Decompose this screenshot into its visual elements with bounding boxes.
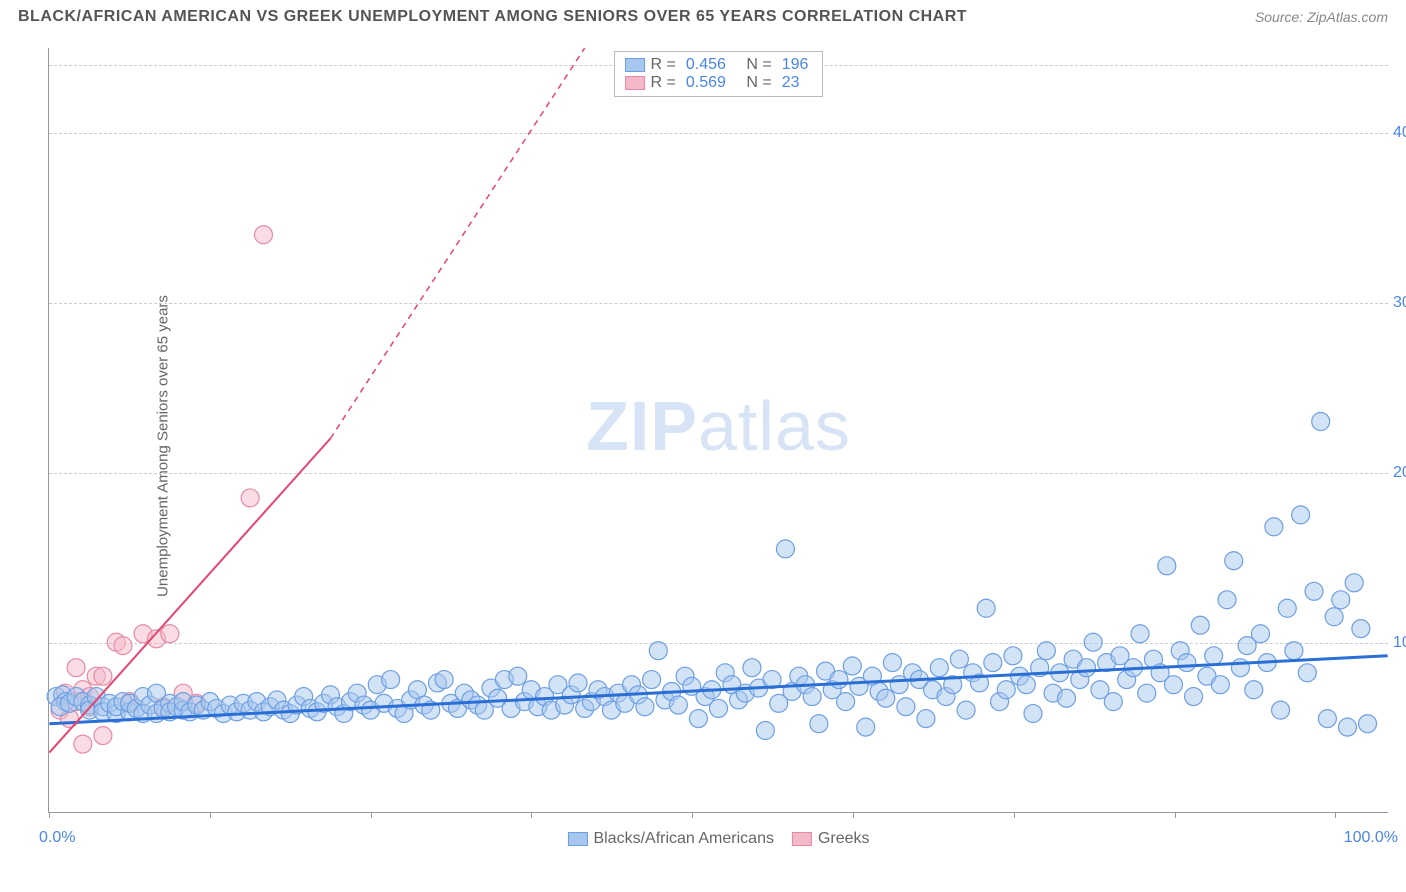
scatter-point — [997, 681, 1015, 699]
scatter-point — [984, 654, 1002, 672]
scatter-point — [1305, 582, 1323, 600]
scatter-point — [643, 671, 661, 689]
chart-title: BLACK/AFRICAN AMERICAN VS GREEK UNEMPLOY… — [18, 8, 967, 26]
scatter-point — [569, 674, 587, 692]
swatch-series1 — [625, 58, 645, 72]
scatter-point — [837, 693, 855, 711]
legend-row-series1: R = 0.456 N = 196 — [625, 56, 813, 74]
scatter-point — [1245, 681, 1263, 699]
scatter-point — [1017, 676, 1035, 694]
scatter-point — [1084, 633, 1102, 651]
scatter-point — [94, 727, 112, 745]
scatter-point — [1225, 552, 1243, 570]
y-tick-label: 40.0% — [1393, 124, 1406, 142]
scatter-point — [1285, 642, 1303, 660]
source-attribution: Source: ZipAtlas.com — [1255, 9, 1388, 25]
scatter-point — [1325, 608, 1343, 626]
scatter-point — [743, 659, 761, 677]
scatter-point — [114, 637, 132, 655]
scatter-point — [1298, 664, 1316, 682]
scatter-point — [917, 710, 935, 728]
scatter-point — [1104, 693, 1122, 711]
swatch-series2-bottom — [792, 832, 812, 846]
scatter-point — [1004, 647, 1022, 665]
swatch-series2 — [625, 76, 645, 90]
scatter-point — [877, 689, 895, 707]
scatter-plot-area: ZIPatlas 10.0%20.0%30.0%40.0% R = 0.456 … — [48, 48, 1388, 813]
scatter-point — [1037, 642, 1055, 660]
scatter-point — [1158, 557, 1176, 575]
scatter-point — [977, 599, 995, 617]
scatter-point — [435, 671, 453, 689]
scatter-point — [1178, 654, 1196, 672]
scatter-point — [1078, 659, 1096, 677]
scatter-point — [930, 659, 948, 677]
scatter-point — [669, 696, 687, 714]
scatter-point — [957, 701, 975, 719]
scatter-point — [883, 654, 901, 672]
scatter-point — [1252, 625, 1270, 643]
y-tick-label: 20.0% — [1393, 464, 1406, 482]
scatter-point — [509, 667, 527, 685]
x-axis-min-label: 0.0% — [39, 829, 75, 847]
series-legend: Blacks/African Americans Greeks — [567, 830, 869, 848]
scatter-point — [776, 540, 794, 558]
scatter-point — [1332, 591, 1350, 609]
scatter-point — [689, 710, 707, 728]
scatter-point — [1191, 616, 1209, 634]
y-tick-label: 30.0% — [1393, 294, 1406, 312]
scatter-point — [1205, 647, 1223, 665]
scatter-point — [1272, 701, 1290, 719]
scatter-point — [803, 688, 821, 706]
scatter-point — [810, 715, 828, 733]
scatter-point — [756, 722, 774, 740]
scatter-point — [1338, 718, 1356, 736]
scatter-point — [1359, 715, 1377, 733]
scatter-point — [1138, 684, 1156, 702]
scatter-point — [830, 671, 848, 689]
scatter-point — [843, 657, 861, 675]
scatter-point — [1265, 518, 1283, 536]
swatch-series1-bottom — [567, 832, 587, 846]
scatter-point — [67, 659, 85, 677]
scatter-point — [950, 650, 968, 668]
y-tick-label: 10.0% — [1393, 634, 1406, 652]
scatter-point — [1024, 705, 1042, 723]
scatter-point — [241, 489, 259, 507]
scatter-point — [1131, 625, 1149, 643]
scatter-point — [1185, 688, 1203, 706]
x-axis-max-label: 100.0% — [1344, 829, 1398, 847]
scatter-point — [1278, 599, 1296, 617]
scatter-point — [1292, 506, 1310, 524]
scatter-point — [94, 667, 112, 685]
scatter-point — [1345, 574, 1363, 592]
chart-svg — [49, 48, 1388, 812]
scatter-point — [857, 718, 875, 736]
scatter-point — [1211, 676, 1229, 694]
scatter-point — [1352, 620, 1370, 638]
correlation-legend: R = 0.456 N = 196 R = 0.569 N = 23 — [614, 51, 824, 97]
legend-item-series2: Greeks — [792, 830, 870, 848]
scatter-point — [710, 699, 728, 717]
scatter-point — [1318, 710, 1336, 728]
scatter-point — [1231, 659, 1249, 677]
scatter-point — [74, 735, 92, 753]
scatter-point — [897, 698, 915, 716]
trendline-series2-dashed — [330, 48, 584, 438]
scatter-point — [649, 642, 667, 660]
scatter-point — [636, 698, 654, 716]
scatter-point — [382, 671, 400, 689]
scatter-point — [1312, 413, 1330, 431]
scatter-point — [255, 226, 273, 244]
scatter-point — [161, 625, 179, 643]
legend-row-series2: R = 0.569 N = 23 — [625, 74, 813, 92]
scatter-point — [1165, 676, 1183, 694]
legend-item-series1: Blacks/African Americans — [567, 830, 774, 848]
scatter-point — [1218, 591, 1236, 609]
scatter-point — [1057, 689, 1075, 707]
